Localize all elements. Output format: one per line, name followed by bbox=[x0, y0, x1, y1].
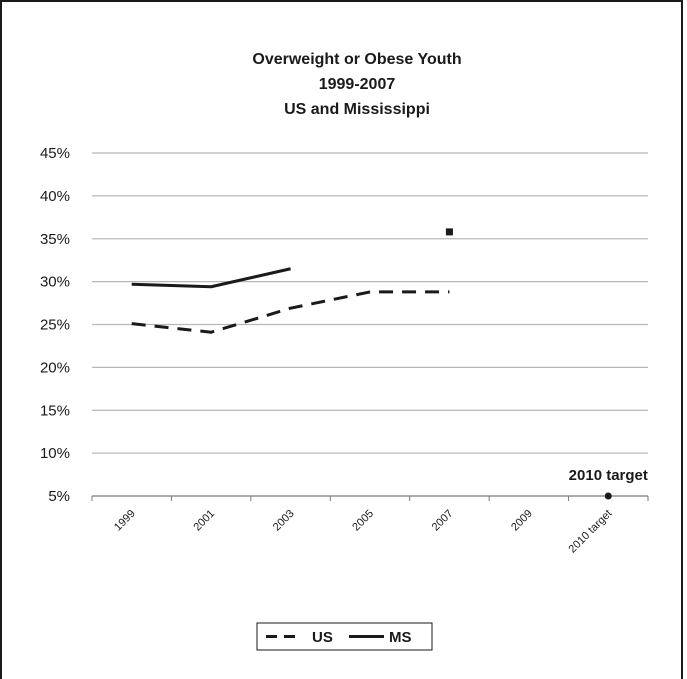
x-tick-label: 2010 target bbox=[567, 508, 615, 556]
target-annotation: 2010 target bbox=[569, 467, 648, 500]
x-tick-label: 1999 bbox=[112, 508, 138, 534]
y-tick-label: 15% bbox=[40, 402, 70, 419]
chart-title-line-3: US and Mississippi bbox=[284, 101, 430, 118]
y-tick-label: 30% bbox=[40, 274, 70, 291]
series-line-ms bbox=[131, 267, 291, 289]
y-tick-label: 10% bbox=[40, 445, 70, 462]
legend: US MS bbox=[256, 622, 433, 651]
y-tick-label: 20% bbox=[40, 359, 70, 376]
y-tick-label: 40% bbox=[40, 188, 70, 205]
data-point-ms bbox=[445, 228, 453, 236]
chart-title: Overweight or Obese Youth 1999-2007 US a… bbox=[252, 51, 461, 118]
x-axis-ticks: 1999 2001 2003 2005 2007 2009 2010 target bbox=[91, 496, 649, 556]
x-tick-label: 2009 bbox=[509, 508, 535, 534]
gridlines bbox=[92, 152, 648, 497]
y-axis-ticks: 5% 10% 15% 20% 25% 30% 35% 40% 45% bbox=[40, 145, 70, 505]
legend-label-ms: MS bbox=[389, 629, 412, 646]
chart-title-line-1: Overweight or Obese Youth bbox=[252, 51, 461, 68]
x-tick-label: 2003 bbox=[271, 508, 297, 534]
y-tick-label: 25% bbox=[40, 317, 70, 334]
target-point bbox=[604, 492, 612, 500]
y-tick-label: 5% bbox=[48, 488, 70, 505]
y-tick-label: 35% bbox=[40, 231, 70, 248]
target-label: 2010 target bbox=[569, 467, 648, 484]
legend-label-us: US bbox=[312, 629, 333, 646]
x-tick-label: 2001 bbox=[191, 508, 217, 534]
y-tick-label: 45% bbox=[40, 145, 70, 162]
x-tick-label: 2005 bbox=[350, 508, 376, 534]
series-line-us bbox=[131, 290, 450, 334]
x-tick-label: 2007 bbox=[430, 508, 456, 534]
chart-title-line-2: 1999-2007 bbox=[319, 76, 396, 93]
series-lines bbox=[131, 228, 453, 334]
